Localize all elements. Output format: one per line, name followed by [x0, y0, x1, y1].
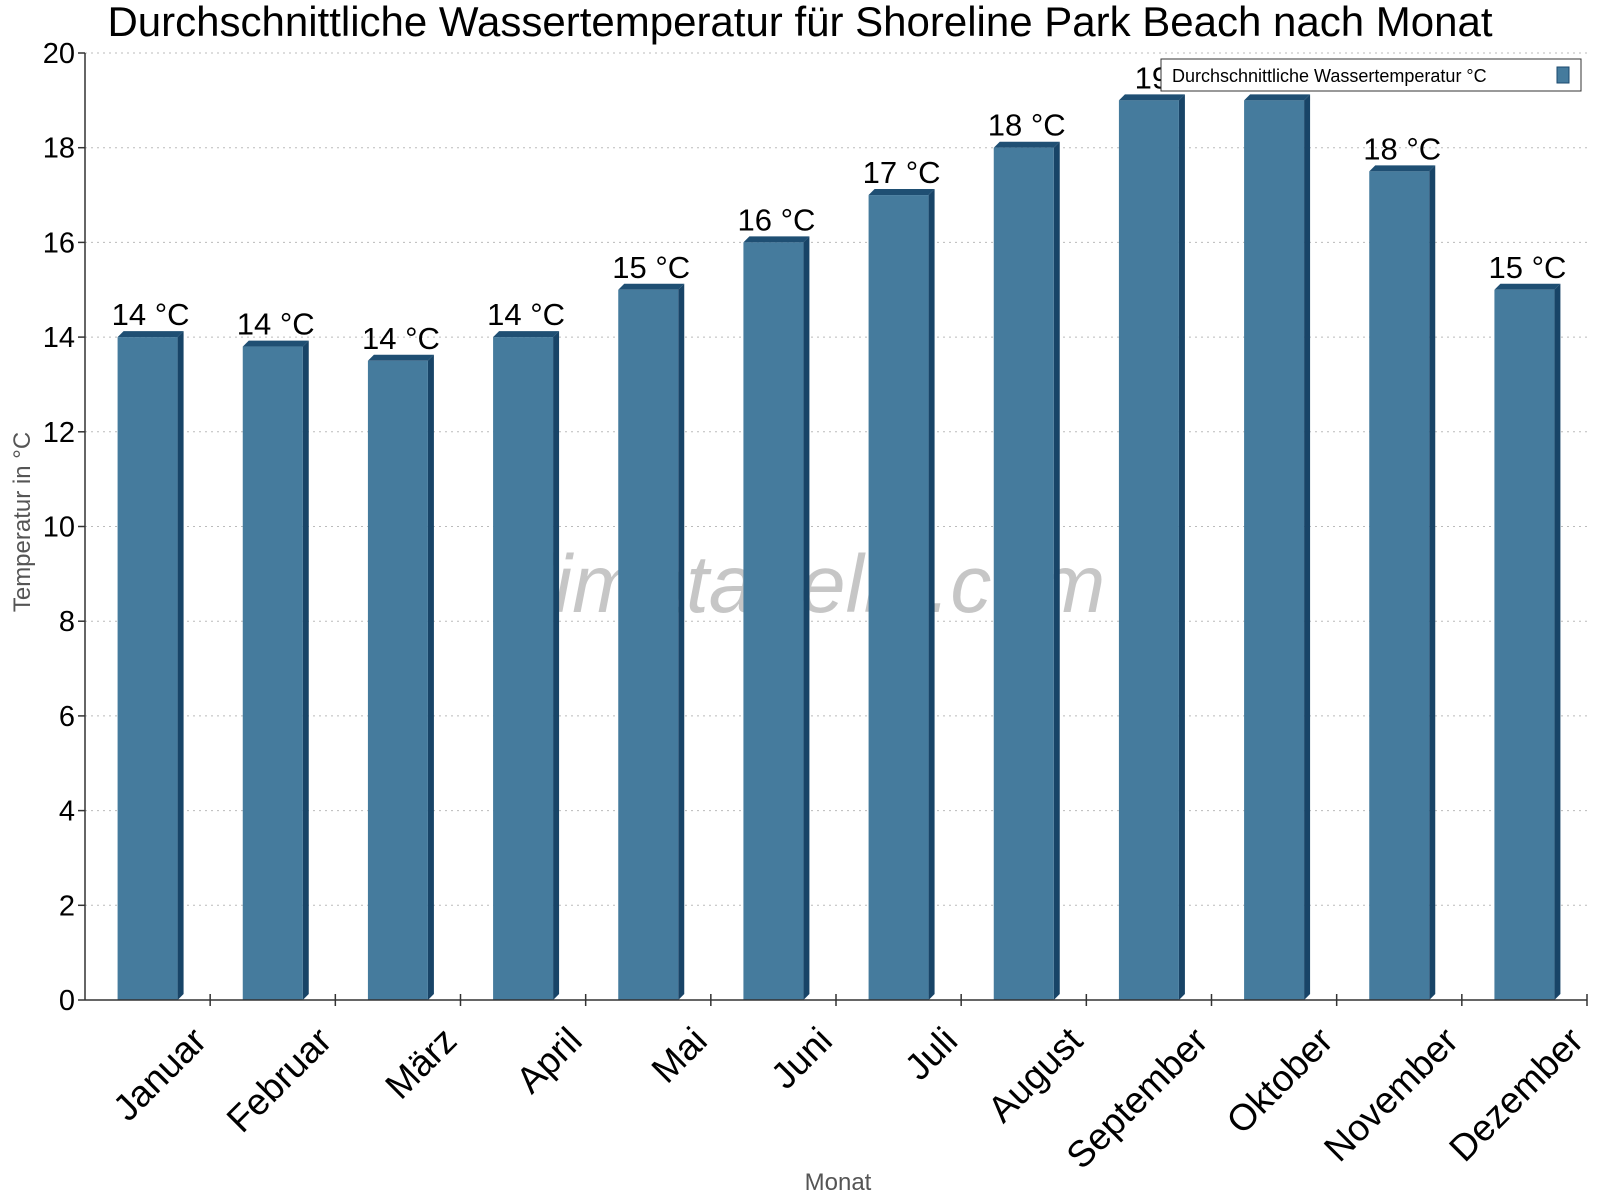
x-tick-label: Juni	[763, 1020, 840, 1097]
bar	[493, 331, 560, 1001]
y-tick-label: 8	[59, 606, 75, 638]
y-tick-label: 4	[59, 796, 75, 828]
bar-top	[993, 141, 1060, 148]
bar-top	[242, 340, 309, 347]
bar-side	[1053, 141, 1060, 1000]
bar	[1118, 94, 1185, 1001]
bar-value-label: 18 °C	[1363, 131, 1441, 166]
legend-box	[1160, 58, 1582, 92]
bar-face	[493, 337, 554, 1001]
bar-value-label: 15 °C	[612, 250, 690, 285]
bar-top	[618, 283, 685, 290]
y-axis-title: Temperatur in °C	[9, 432, 36, 612]
bar-top	[117, 331, 184, 338]
bar-value-label: 15 °C	[1488, 250, 1566, 285]
y-tick-label: 0	[59, 985, 75, 1017]
y-tick-label: 10	[43, 512, 75, 544]
y-tick-label: 2	[59, 890, 75, 922]
bar-top	[1369, 165, 1436, 172]
bar-value-label: 14 °C	[487, 297, 565, 332]
axes	[78, 52, 1588, 1006]
bar	[242, 340, 309, 1000]
bar-face	[618, 289, 679, 1000]
bar	[993, 141, 1060, 1000]
legend-swatch	[1556, 66, 1570, 84]
y-tick-labels: 0 2 4 6 8 10 12 14 16 18 20	[43, 38, 75, 1017]
bars	[117, 94, 1561, 1001]
bar-side	[177, 331, 184, 1001]
bar	[743, 236, 810, 1000]
bar	[1369, 165, 1436, 1000]
bar-face	[1244, 100, 1305, 1001]
bar-top	[868, 189, 935, 196]
legend: Durchschnittliche Wassertemperatur °C	[1160, 58, 1582, 92]
x-axis-title: Monat	[805, 1169, 872, 1196]
bar-value-label: 16 °C	[737, 202, 815, 237]
y-tick-label: 16	[43, 227, 75, 259]
y-tick-label: 20	[43, 38, 75, 70]
bar-face	[117, 337, 178, 1001]
bar-top	[1118, 94, 1185, 101]
bar-side	[1304, 94, 1311, 1001]
x-tick-labels: Januar Februar März April Mai Juni Juli AugustS…	[105, 1019, 1591, 1176]
bar-side	[1429, 165, 1436, 1000]
x-tick-label: April	[508, 1020, 589, 1101]
x-tick-label: Dezember	[1441, 1020, 1591, 1170]
bar-face	[242, 346, 303, 1000]
bar-side	[803, 236, 810, 1000]
bar	[117, 331, 184, 1001]
bar	[1494, 283, 1561, 1000]
bar	[367, 354, 434, 1000]
bar-side	[928, 189, 935, 1001]
bar-face	[1494, 289, 1555, 1000]
bar-face	[367, 360, 428, 1000]
x-tick-label: Oktober	[1219, 1020, 1341, 1142]
x-tick-label: Juli	[897, 1020, 965, 1088]
bar	[1244, 94, 1311, 1001]
x-tick-label: November	[1316, 1020, 1466, 1170]
bar-value-label: 14 °C	[112, 297, 190, 332]
bar-side	[302, 340, 309, 1000]
y-tick-label: 18	[43, 133, 75, 165]
bar-side	[427, 354, 434, 1000]
y-tick-label: 6	[59, 701, 75, 733]
y-tick-label: 14	[43, 322, 75, 354]
bar-top	[367, 354, 434, 361]
x-tick-label: Februar	[219, 1020, 340, 1141]
bar-value-label: 18 °C	[988, 108, 1066, 143]
bar-side	[1554, 283, 1561, 1000]
bar-value-label: 14 °C	[362, 321, 440, 356]
bar-face	[743, 242, 804, 1000]
bar-top	[1494, 283, 1561, 290]
x-tick-label: August	[980, 1019, 1091, 1130]
bar-side	[678, 283, 685, 1000]
y-tick-label: 12	[43, 417, 75, 449]
bar	[618, 283, 685, 1000]
bar-face	[868, 195, 929, 1001]
data-labels: 14 °C 14 °C 14 °C 14 °C 15 °C 16 °C 17 °C 18 °C…	[112, 60, 1567, 355]
bar-top	[493, 331, 560, 338]
bar-side	[1178, 94, 1185, 1001]
bar-top	[743, 236, 810, 243]
bar-top	[1244, 94, 1311, 101]
x-tick-label: März	[377, 1020, 464, 1107]
x-tick-label: Januar	[105, 1020, 214, 1129]
bar-face	[993, 147, 1054, 1000]
grid	[85, 52, 1587, 906]
bar-face	[1369, 171, 1430, 1000]
chart-title: Durchschnittliche Wassertemperatur für S…	[107, 0, 1492, 45]
bar-value-label: 14 °C	[237, 307, 315, 342]
legend-label: Durchschnittliche Wassertemperatur °C	[1172, 66, 1487, 86]
bar-face	[1118, 100, 1179, 1001]
bar	[868, 189, 935, 1001]
x-tick-label: Mai	[644, 1020, 715, 1091]
bar-value-label: 17 °C	[863, 155, 941, 190]
bar-side	[553, 331, 560, 1001]
